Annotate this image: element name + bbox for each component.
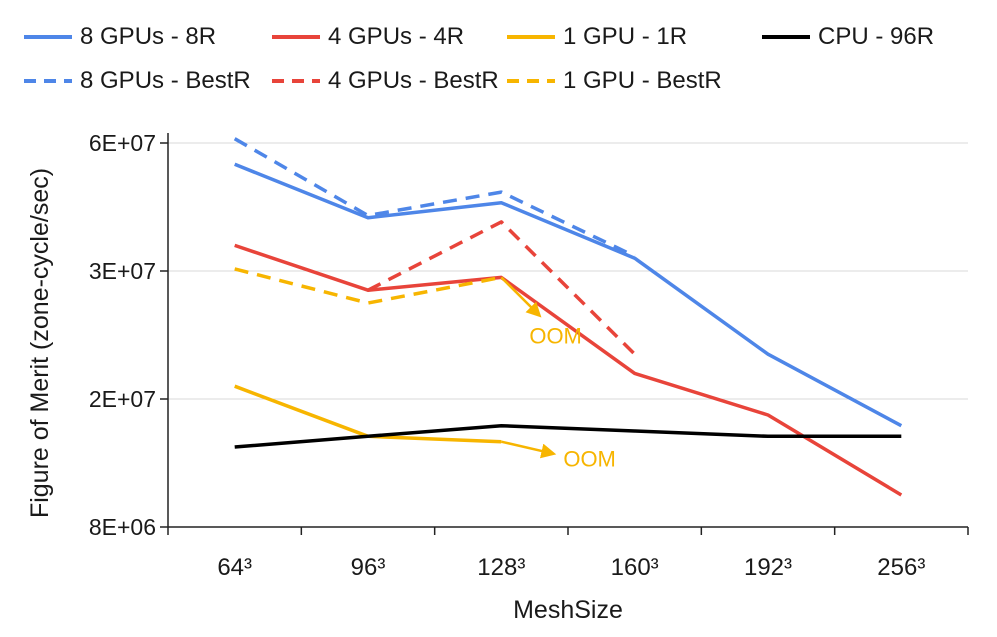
x-tick-label: 64³ — [217, 554, 252, 581]
x-tick-label: 128³ — [477, 554, 525, 581]
series-line-4-gpus-4r — [234, 243, 903, 497]
series-line-1-gpu-bestr — [234, 267, 502, 305]
legend-item-4-gpus-bestr: 4 GPUs - BestR — [270, 66, 499, 96]
series-line-8-gpus-8r — [234, 162, 903, 428]
x-tick-label: 96³ — [351, 554, 386, 581]
legend-label: 4 GPUs - BestR — [328, 67, 499, 94]
legend-label: 8 GPUs - BestR — [80, 67, 251, 94]
x-tick-label: 160³ — [611, 554, 659, 581]
annotation-arrow — [500, 276, 542, 318]
legend-label: 1 GPU - 1R — [563, 23, 688, 50]
series-line-8-gpus-bestr — [233, 137, 636, 258]
x-tick-label: 192³ — [744, 554, 792, 581]
legend-swatch — [24, 79, 72, 83]
y-tick-label: 6E+07 — [89, 130, 156, 156]
legend-item-4-gpus-4r: 4 GPUs - 4R — [270, 22, 464, 52]
x-axis-title: MeshSize — [513, 596, 623, 624]
legend-item-1-gpu-bestr: 1 GPU - BestR — [505, 66, 722, 96]
legend-label: 8 GPUs - 8R — [80, 23, 217, 50]
legend-swatch — [272, 35, 320, 39]
legend-item-8-gpus-bestr: 8 GPUs - BestR — [22, 66, 251, 96]
legend-label: 4 GPUs - 4R — [328, 23, 465, 50]
annotation-oom-label: OOM — [529, 323, 582, 348]
y-axis-title: Figure of Merit (zone-cycle/sec) — [26, 168, 54, 518]
legend-label: 1 GPU - BestR — [563, 67, 722, 94]
legend-label: CPU - 96R — [818, 23, 935, 50]
x-tick-label: 256³ — [877, 554, 925, 581]
legend-swatch — [507, 35, 555, 39]
legend-swatch — [24, 35, 72, 39]
series-line-4-gpus-bestr — [367, 220, 636, 356]
annotation-arrow — [501, 440, 557, 459]
legend-swatch — [272, 79, 320, 83]
legend-swatch — [507, 79, 555, 83]
y-tick-label: 3E+07 — [89, 258, 156, 284]
series-line-cpu-96r — [234, 423, 902, 449]
annotation-oom-label: OOM — [563, 447, 616, 472]
y-tick-label: 2E+07 — [89, 386, 156, 412]
legend-item-cpu-96r: CPU - 96R — [760, 22, 934, 52]
y-tick-label: 8E+06 — [89, 514, 156, 540]
legend-item-1-gpu-1r: 1 GPU - 1R — [505, 22, 687, 52]
legend-swatch — [762, 35, 810, 39]
series-line-1-gpu-1r — [234, 384, 502, 444]
legend-item-8-gpus-8r: 8 GPUs - 8R — [22, 22, 216, 52]
